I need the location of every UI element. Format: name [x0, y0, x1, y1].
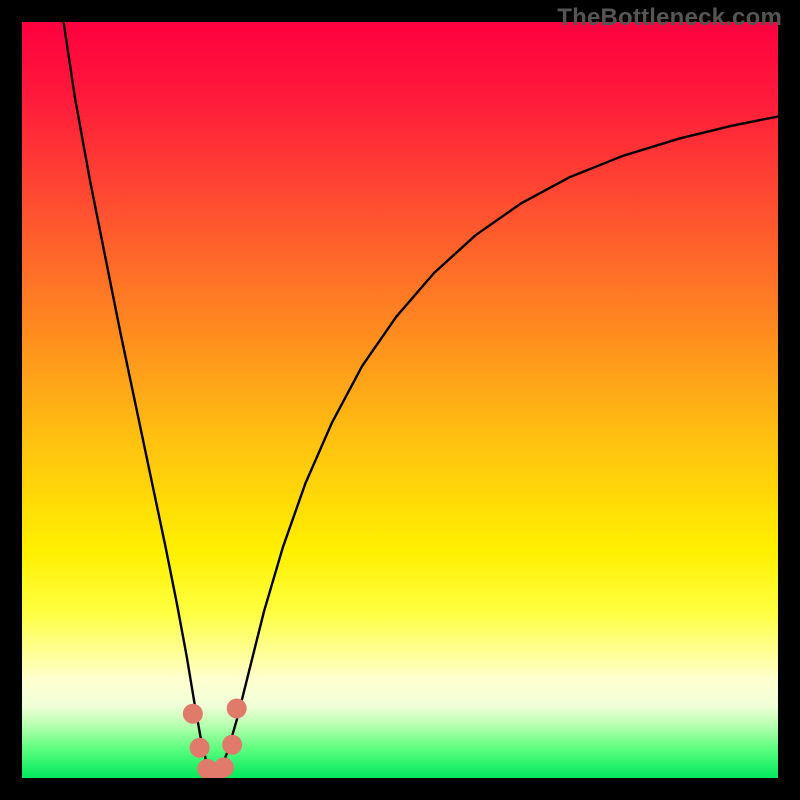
- optimum-marker: [222, 735, 242, 755]
- watermark-text: TheBottleneck.com: [557, 4, 782, 32]
- optimum-marker: [190, 738, 210, 758]
- bottleneck-chart: [0, 0, 800, 800]
- optimum-marker: [214, 757, 234, 777]
- chart-frame: TheBottleneck.com: [0, 0, 800, 800]
- optimum-marker: [183, 704, 203, 724]
- optimum-marker: [227, 698, 247, 718]
